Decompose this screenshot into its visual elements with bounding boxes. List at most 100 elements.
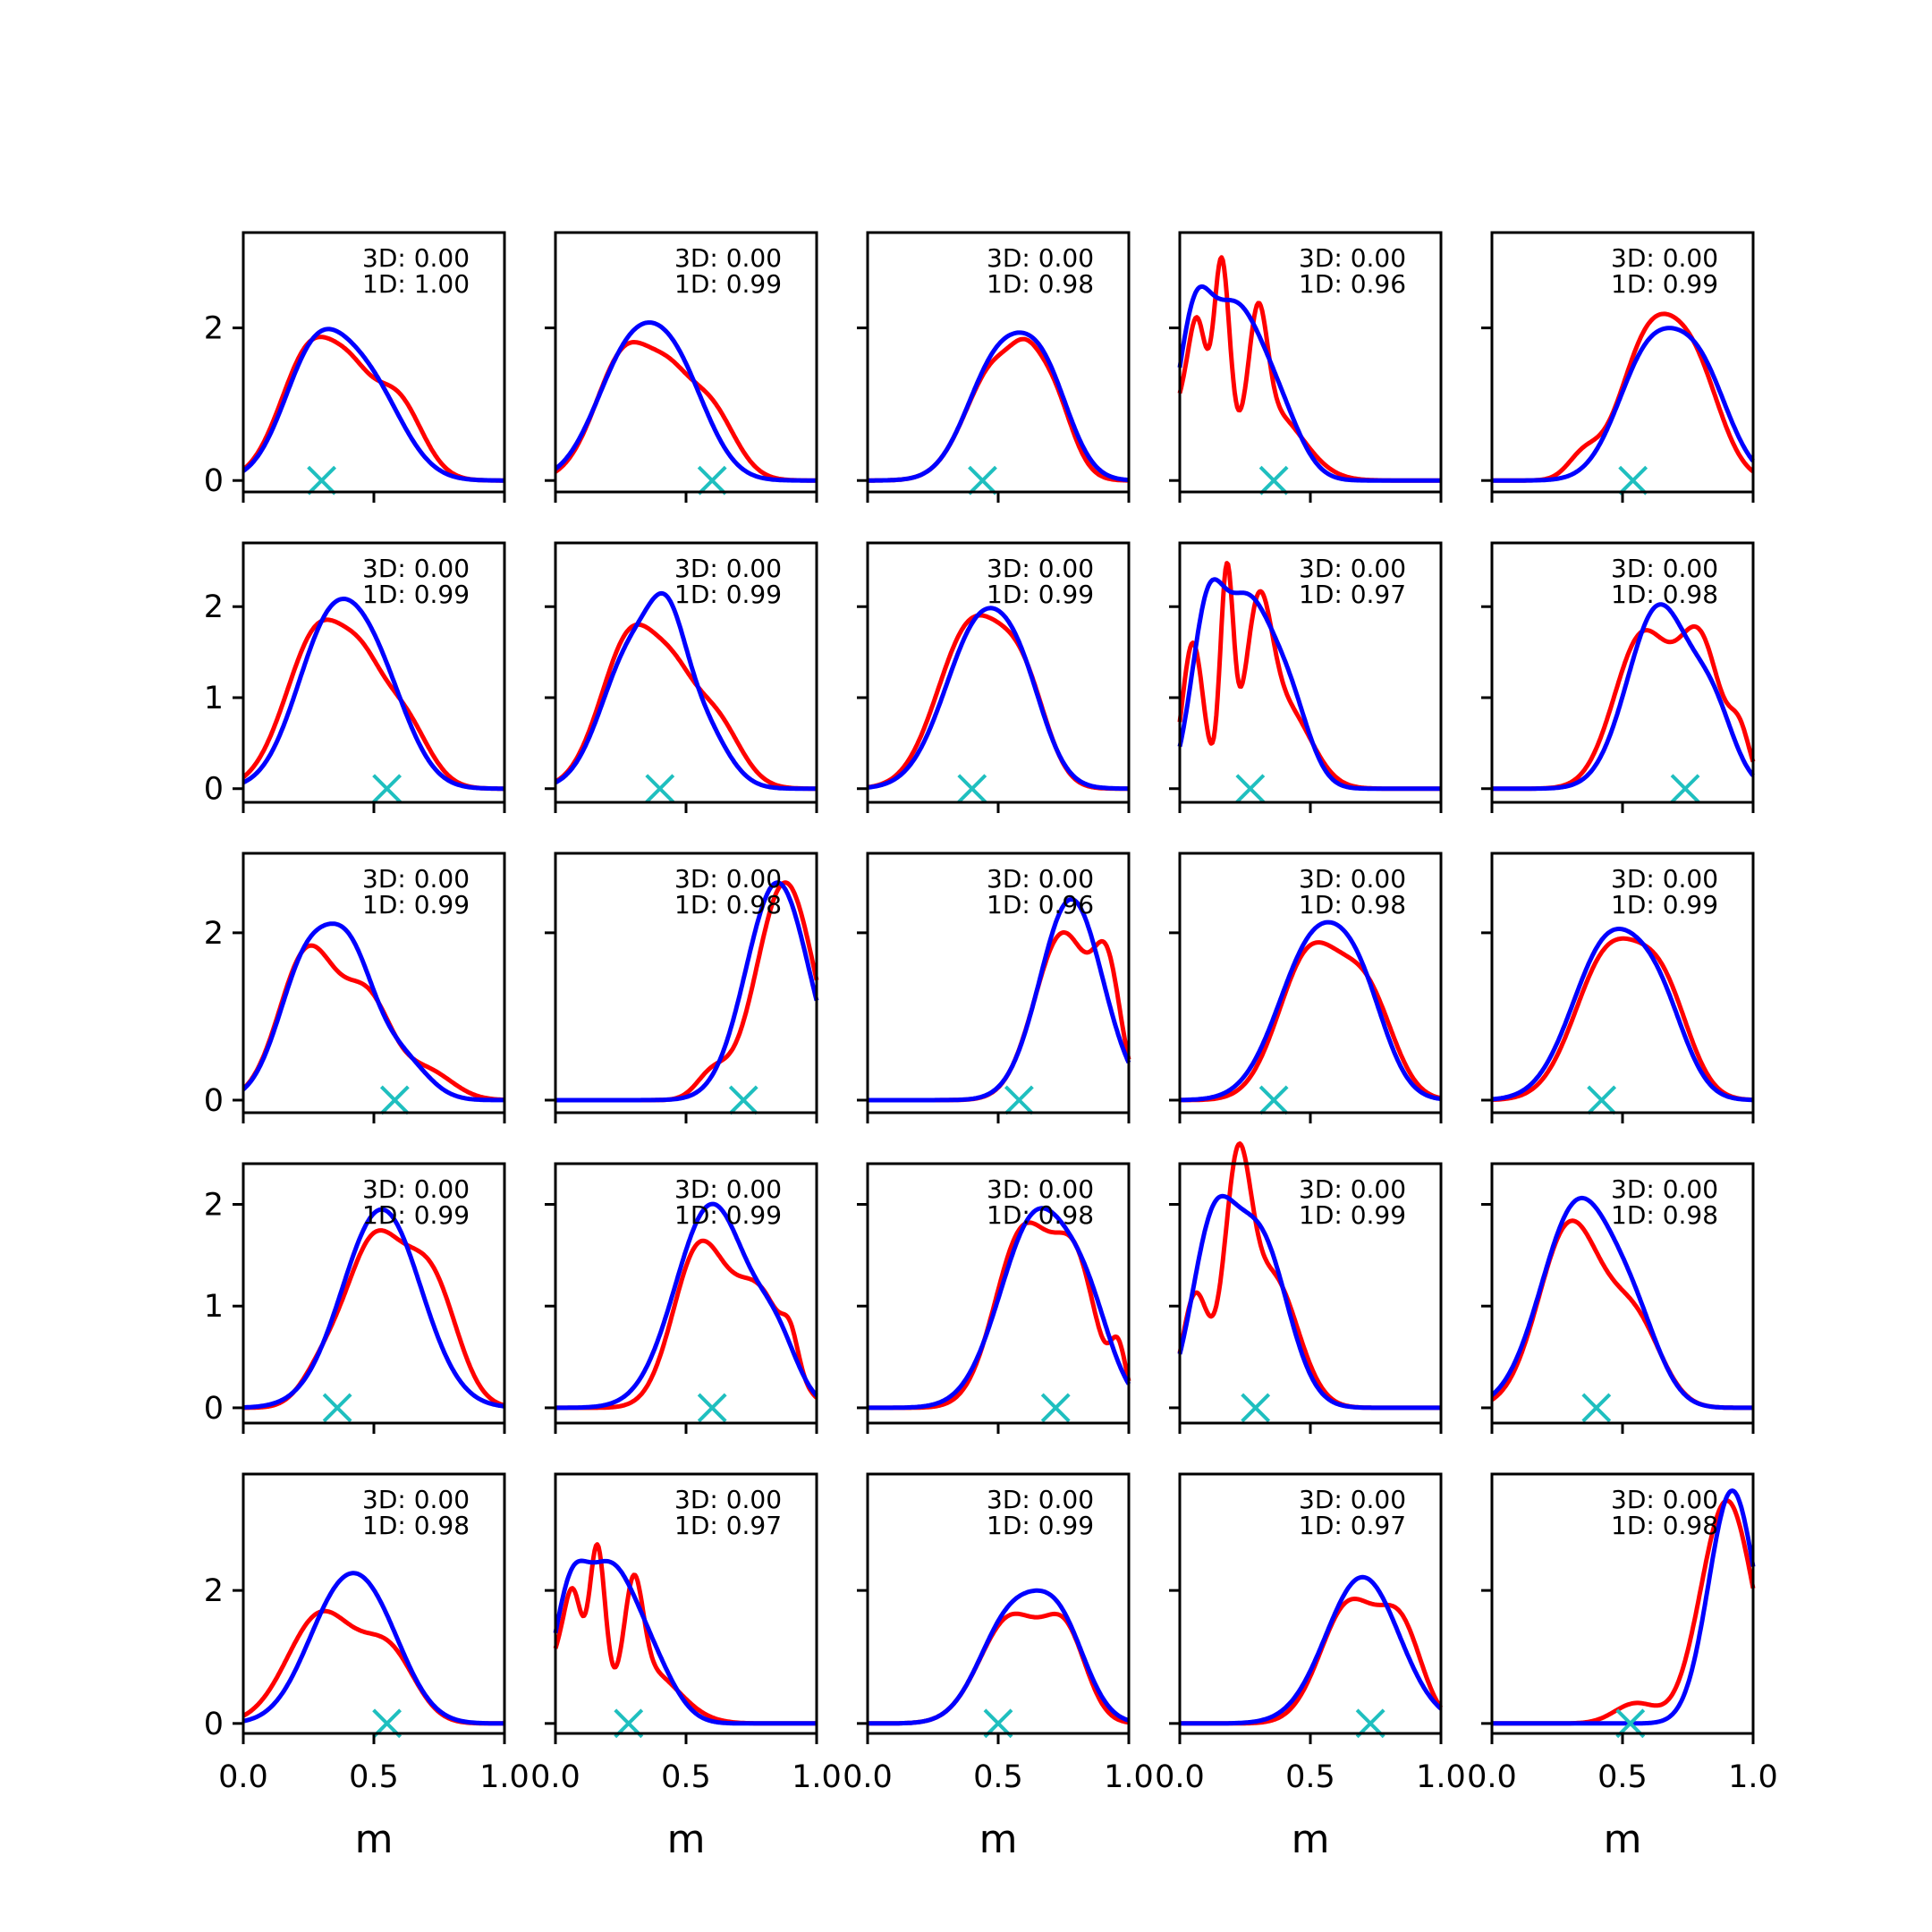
annotation-1d: 1D: 0.97 [1299,1511,1406,1540]
annotation-1d: 1D: 0.99 [674,269,782,299]
annotation-1d: 1D: 0.98 [987,1200,1094,1230]
x-marker [728,1085,758,1115]
x-tick-label: 0.0 [1467,1759,1517,1795]
annotation-1d: 1D: 0.98 [674,890,782,919]
x-tick-label: 1.0 [1104,1759,1154,1795]
red-curve [242,617,505,792]
blue-curve [554,590,818,792]
annotation-3d: 3D: 0.00 [1299,554,1406,583]
y-tick-label: 0 [204,1391,224,1427]
annotation-3d: 3D: 0.00 [362,554,470,583]
blue-curve [867,606,1130,792]
x-marker [1004,1085,1034,1115]
y-tick-label: 2 [204,1573,224,1609]
blue-curve [867,897,1131,1103]
x-marker [307,465,337,496]
annotation-1d: 1D: 0.99 [1611,269,1718,299]
x-marker [1258,1085,1289,1115]
y-tick-label: 0 [204,463,224,499]
annotation-1d: 1D: 0.99 [987,1511,1094,1540]
x-tick-label: 1.0 [792,1759,842,1795]
red-curve [867,613,1130,792]
y-tick-label: 1 [204,681,224,716]
y-tick-label: 2 [204,916,224,952]
x-tick-label: 1.0 [1728,1759,1778,1795]
annotation-1d: 1D: 0.99 [674,580,782,609]
x-tick-label: 0.5 [1285,1759,1335,1795]
annotation-1d: 1D: 0.98 [362,1511,470,1540]
y-tick-label: 0 [204,1707,224,1742]
annotation-1d: 1D: 0.97 [674,1511,782,1540]
blue-curve [554,320,818,483]
annotation-3d: 3D: 0.00 [1611,1174,1718,1204]
x-marker [1618,465,1648,496]
blue-curve [1490,1195,1754,1411]
blue-curve [867,1588,1130,1726]
y-tick-label: 2 [204,1187,224,1223]
annotation-3d: 3D: 0.00 [1299,243,1406,273]
red-curve [867,930,1131,1103]
red-curve [554,622,818,792]
red-curve [1491,936,1754,1103]
x-tick-label: 1.0 [1416,1759,1466,1795]
x-tick-label: 0.5 [349,1759,399,1795]
annotation-3d: 3D: 0.00 [674,243,782,273]
annotation-3d: 3D: 0.00 [362,1485,470,1514]
annotation-3d: 3D: 0.00 [1299,1174,1406,1204]
x-axis-label: m [667,1817,706,1862]
x-axis-label: m [355,1817,394,1862]
blue-curve [867,330,1130,483]
blue-curve [242,1571,505,1726]
y-tick-label: 0 [204,1083,224,1119]
blue-curve [867,1206,1131,1411]
x-marker [645,774,675,804]
x-tick-label: 0.5 [661,1759,711,1795]
annotation-3d: 3D: 0.00 [1299,864,1406,894]
x-marker [968,465,997,496]
annotation-1d: 1D: 0.97 [1299,580,1406,609]
annotation-1d: 1D: 0.99 [362,890,470,919]
y-tick-label: 1 [204,1289,224,1325]
annotation-3d: 3D: 0.00 [987,1174,1094,1204]
blue-curve [1491,927,1754,1103]
blue-curve [242,921,505,1103]
annotation-1d: 1D: 0.99 [362,580,470,609]
red-curve [867,1220,1131,1411]
x-marker [697,465,727,496]
x-tick-label: 0.0 [1155,1759,1205,1795]
blue-curve [1177,284,1442,483]
annotation-3d: 3D: 0.00 [674,1174,782,1204]
annotation-1d: 1D: 0.98 [1611,580,1718,609]
annotation-1d: 1D: 0.99 [674,1200,782,1230]
x-marker [372,774,402,804]
red-curve [242,1228,505,1411]
annotation-3d: 3D: 0.00 [362,864,470,894]
blue-curve [1177,577,1442,792]
x-tick-label: 0.5 [973,1759,1023,1795]
annotation-1d: 1D: 0.96 [1299,269,1406,299]
red-curve [242,943,505,1103]
x-marker [697,1393,727,1423]
red-curve [242,1608,505,1726]
annotation-1d: 1D: 0.98 [987,269,1094,299]
blue-curve [242,1207,505,1410]
annotation-3d: 3D: 0.00 [674,554,782,583]
x-marker [379,1085,410,1115]
annotation-1d: 1D: 1.00 [362,269,470,299]
red-curve [1179,1597,1444,1726]
